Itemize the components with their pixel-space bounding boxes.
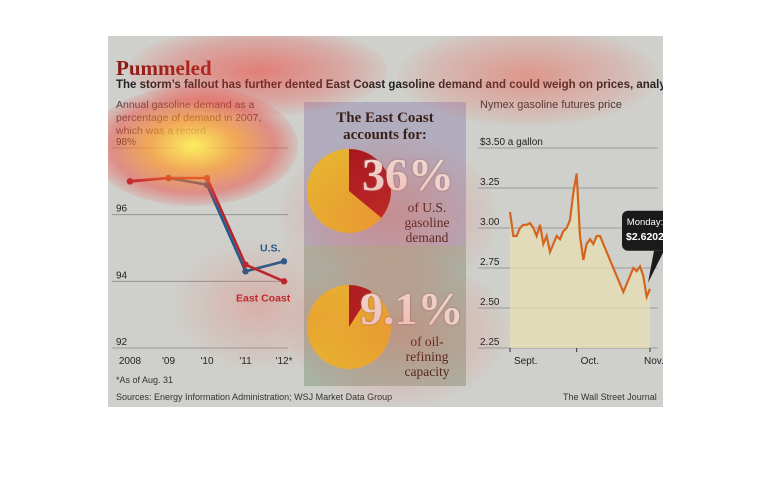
data-point [203, 174, 211, 182]
x-tick-label: '09 [162, 356, 175, 367]
pie-charts [307, 149, 391, 369]
callout-box [622, 210, 663, 251]
y-tick-label: 92 [116, 337, 128, 348]
x-tick-label: 2008 [119, 356, 142, 367]
data-point [126, 178, 134, 185]
sources-note: Sources: Energy Information Administrati… [116, 392, 393, 402]
x-tick-label: '12* [276, 356, 293, 367]
pie-2-slice [349, 285, 372, 327]
right-chart-title: Nymex gasoline futures price [480, 99, 622, 111]
price-area [510, 173, 650, 348]
callout-pointer [648, 250, 663, 283]
series-label-east-coast: East Coast [236, 292, 291, 304]
price-line [508, 173, 652, 301]
publisher-credit: The Wall Street Journal [563, 392, 657, 402]
demand-line-chart: 98% 96 94 92 2008 '09 '10 '11 '12* U.S. East Coast [112, 137, 293, 367]
series-line-us [129, 176, 285, 273]
y-tick-label: 3.25 [480, 177, 500, 188]
y-tick-label: $3.50 a gallon [480, 137, 543, 148]
pie-1-slice [349, 149, 391, 218]
y-tick-label: 3.00 [480, 217, 500, 228]
series-line-east-coast [129, 176, 285, 283]
page-subtitle: The storm’s fallout has further dented E… [116, 79, 663, 91]
data-point [242, 268, 249, 275]
y-tick-label: 2.50 [480, 297, 500, 308]
y-tick-label: 98% [116, 137, 136, 148]
pie-1-description: of U.S. gasoline demand [404, 200, 450, 245]
infographic-panel: Pummeled The storm’s fallout has further… [108, 36, 663, 407]
left-chart-title: Annual gasoline demand as a percentage o… [116, 99, 262, 137]
data-point [242, 261, 249, 268]
y-tick-label: 96 [116, 204, 128, 215]
pie-2-percent: 9.1% [360, 283, 464, 334]
x-tick-label: Sept. [514, 356, 537, 367]
pie-1-percent: 36% [362, 149, 454, 200]
east-coast-box: The East Coast accounts for: 36% of U.S.… [304, 102, 466, 386]
nymex-area-chart: $3.50 a gallon 3.25 3.00 2.75 2.50 2.25 Sept. O… [478, 137, 663, 367]
x-tick-label: '10 [200, 356, 213, 367]
data-point [165, 174, 172, 182]
data-point [280, 258, 288, 265]
left-footnote: *As of Aug. 31 [116, 375, 174, 385]
callout-value: $2.6202 [626, 231, 663, 243]
pie-2-description: of oil-refining capacity [404, 334, 450, 379]
y-tick-label: 94 [116, 270, 128, 281]
x-tick-label: Nov. [644, 356, 663, 367]
x-tick-label: Oct. [581, 356, 599, 367]
page-title: Pummeled [116, 56, 212, 80]
y-tick-label: 2.25 [480, 337, 500, 348]
data-point [280, 278, 288, 285]
callout-label: Monday: [627, 217, 663, 228]
y-tick-label: 2.75 [480, 257, 500, 268]
series-label-us: U.S. [260, 242, 281, 254]
x-tick-label: '11 [239, 356, 252, 367]
